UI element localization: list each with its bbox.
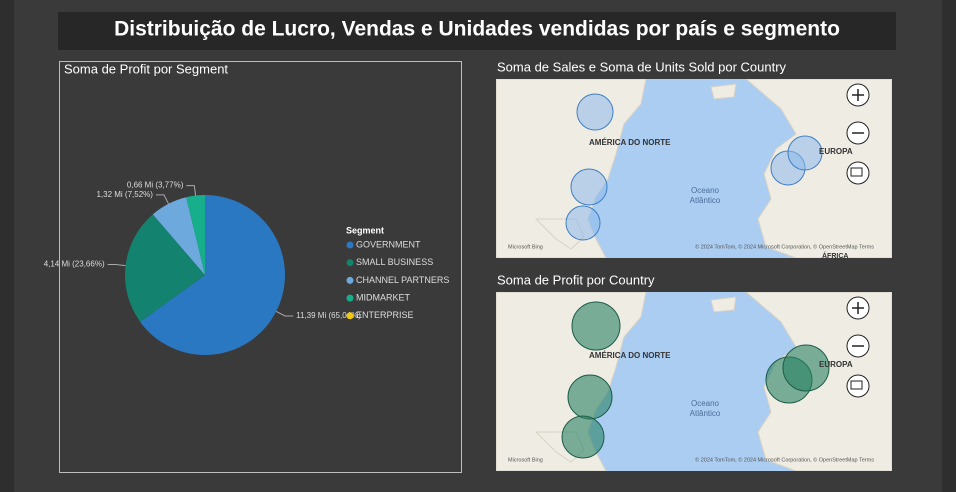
map-label: EUROPA xyxy=(819,147,853,156)
header-bar xyxy=(58,12,896,50)
map-label: Oceano xyxy=(691,186,720,195)
zoom-icon xyxy=(852,89,864,101)
pie-slice xyxy=(186,195,205,275)
legend-label: ENTERPRISE xyxy=(356,310,414,320)
land xyxy=(710,83,737,100)
legend-label: GOVERNMENT xyxy=(356,239,421,249)
leader-line xyxy=(186,185,197,196)
map-attribution: © 2024 TomTom, © 2024 Microsoft Corporat… xyxy=(695,456,874,463)
side-edge xyxy=(0,0,14,492)
map-label: Atlântico xyxy=(690,196,721,205)
data-label: 1,32 Mi (7,52%) xyxy=(96,190,153,199)
pie-slice xyxy=(140,195,285,355)
legend-label: SMALL BUSINESS xyxy=(356,257,433,267)
map-attribution: © 2024 TomTom, © 2024 Microsoft Corporat… xyxy=(695,243,874,250)
map-brand: Microsoft Bing xyxy=(508,244,543,250)
map-label: Atlântico xyxy=(690,409,721,418)
data-label: 0,66 Mi (3,77%) xyxy=(127,181,184,190)
leader-line xyxy=(107,263,126,267)
map-label: AMÉRICA DO NORTE xyxy=(589,138,671,147)
map-bubble xyxy=(567,374,613,420)
map-title: Soma de Profit por Country xyxy=(497,272,655,287)
leader-line xyxy=(155,194,169,205)
map-bubble xyxy=(782,344,830,392)
pie-slice xyxy=(124,214,205,322)
map-brand: Microsoft Bing xyxy=(508,457,543,463)
land xyxy=(710,296,737,313)
map-bubble xyxy=(561,415,605,459)
map-label: EUROPA xyxy=(819,360,853,369)
map-bubble xyxy=(570,168,608,206)
page-title: Distribuição de Lucro, Vendas e Unidades… xyxy=(114,18,840,41)
map-label: Oceano xyxy=(691,399,720,408)
side-edge xyxy=(942,0,956,492)
map-title: Soma de Sales e Soma de Units Sold por C… xyxy=(497,59,787,74)
select-button[interactable] xyxy=(846,374,870,398)
select-icon xyxy=(850,167,863,177)
data-label: 11,39 Mi (65,04%) xyxy=(296,311,361,320)
select-button[interactable] xyxy=(846,161,870,185)
map-label: ÁFRICA xyxy=(822,251,848,260)
legend-swatch xyxy=(346,259,354,267)
map-bubble xyxy=(571,301,621,351)
legend-swatch xyxy=(346,241,354,249)
pie-slice xyxy=(152,197,205,275)
chart-title: Soma de Profit por Segment xyxy=(64,61,228,76)
map-bubble xyxy=(576,93,614,131)
select-icon xyxy=(850,380,863,390)
map-bubble xyxy=(565,205,601,241)
map-bubble xyxy=(787,135,823,171)
legend-swatch xyxy=(346,312,354,320)
legend-label: CHANNEL PARTNERS xyxy=(356,275,449,285)
data-label: 4,14 Mi (23,66%) xyxy=(44,260,105,269)
pie-panel xyxy=(59,61,462,473)
zoom-icon xyxy=(852,302,864,314)
map-label: AMÉRICA DO NORTE xyxy=(589,351,671,360)
legend-swatch xyxy=(346,294,354,302)
legend-swatch xyxy=(346,276,354,284)
leader-line xyxy=(275,310,294,317)
legend-title: Segment xyxy=(346,225,384,235)
legend-label: MIDMARKET xyxy=(356,292,411,302)
